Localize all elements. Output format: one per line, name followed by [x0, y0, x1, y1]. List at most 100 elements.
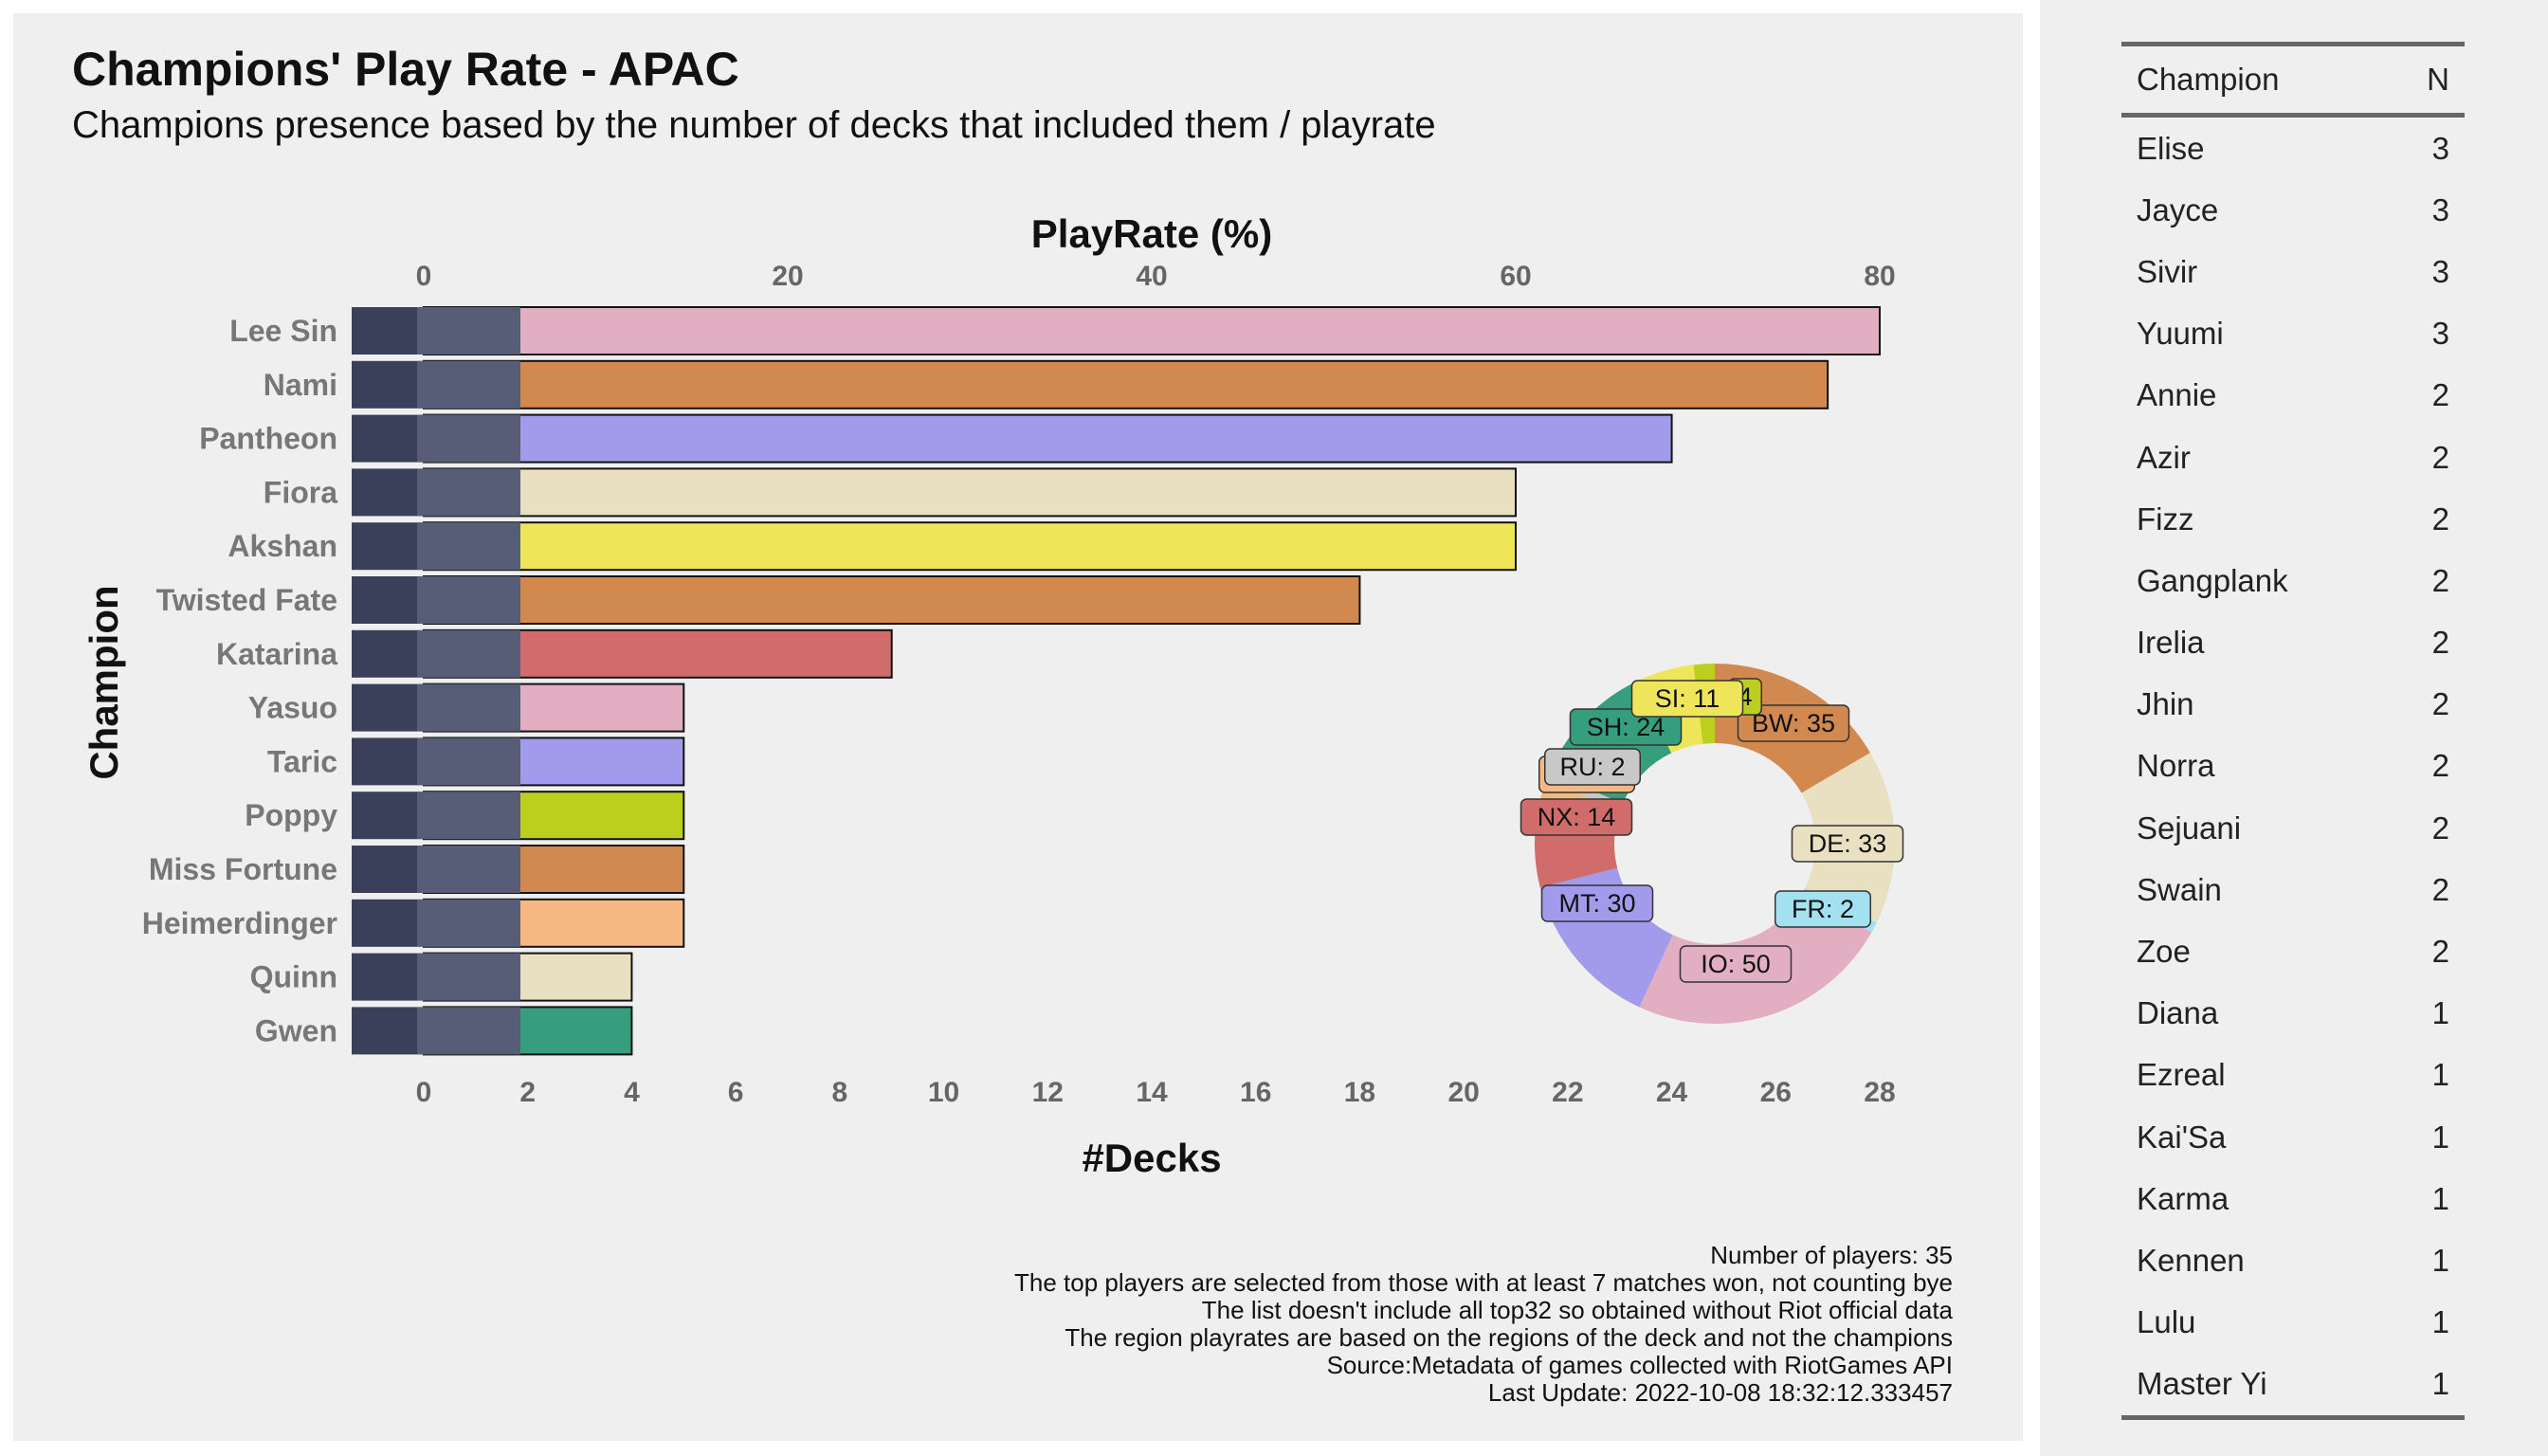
caption-line: Source:Metadata of games collected with …	[1326, 1351, 1953, 1379]
table-row: Annie 2	[2121, 365, 2465, 427]
cell-n: 1	[2431, 995, 2449, 1031]
y-tick-label: Fiora	[264, 475, 337, 509]
y-tick-label: Lee Sin	[229, 314, 337, 348]
y-tick-label: Gwen	[255, 1013, 337, 1047]
bar	[423, 306, 1881, 355]
champion-thumbnail-highlight	[417, 737, 520, 786]
donut-label-box	[1520, 798, 1633, 836]
cell-champion: Diana	[2137, 995, 2219, 1031]
x-tick-top-label: 60	[1500, 261, 1531, 292]
caption-line: The region playrates are based on the re…	[1065, 1323, 1953, 1352]
bar	[423, 521, 1517, 572]
table-row: Lulu 1	[2121, 1292, 2465, 1354]
y-tick-label: Poppy	[245, 798, 337, 832]
champion-thumbnail-highlight	[417, 468, 520, 517]
y-axis-title: Champion	[82, 585, 126, 779]
cell-n: 1	[2431, 1057, 2449, 1093]
x-tick-top-label: 0	[416, 261, 432, 292]
table-row: Master Yi 1	[2121, 1353, 2465, 1420]
cell-n: 1	[2431, 1242, 2449, 1278]
champion-thumbnail-highlight	[417, 522, 520, 571]
table-row: Azir 2	[2121, 427, 2465, 488]
cell-n: 2	[2431, 377, 2449, 413]
cell-champion: Zoe	[2137, 934, 2191, 970]
cell-n: 2	[2431, 871, 2449, 907]
champion-thumbnail-highlight	[417, 576, 520, 624]
champion-thumbnail-highlight	[417, 846, 520, 893]
champion-thumbnail-highlight	[417, 1007, 520, 1055]
table-row: Kennen 1	[2121, 1229, 2465, 1291]
cell-champion: Azir	[2137, 439, 2191, 475]
champion-thumbnail-highlight	[417, 629, 520, 678]
cell-champion: Jhin	[2137, 686, 2194, 722]
donut-label: FR: 2	[1792, 895, 1854, 923]
x-tick-label: 8	[832, 1077, 848, 1108]
donut-label-box	[1544, 748, 1641, 786]
table-row: Jhin 2	[2121, 674, 2465, 736]
cell-n: 2	[2431, 810, 2449, 846]
x-tick-label: 2	[519, 1077, 536, 1108]
table-row: Zoe 2	[2121, 920, 2465, 982]
table-row: Yuumi 3	[2121, 303, 2465, 365]
cell-n: 2	[2431, 934, 2449, 970]
champion-thumbnail-highlight	[417, 683, 520, 732]
cell-n: 2	[2431, 748, 2449, 784]
donut-label-box	[1679, 945, 1793, 983]
x-tick-top-label: 20	[772, 261, 803, 292]
x-tick-label: 26	[1760, 1077, 1792, 1108]
donut-label: MT: 30	[1558, 889, 1635, 918]
header-champion: Champion	[2121, 42, 2388, 118]
x-tick-label: 0	[416, 1077, 432, 1108]
donut-label: SI: 11	[1655, 684, 1720, 713]
table-row: Norra 2	[2121, 736, 2465, 797]
caption-line: The top players are selected from those …	[1014, 1268, 1953, 1297]
donut-label-box	[1569, 708, 1683, 746]
y-tick-label: Taric	[267, 744, 337, 778]
donut-label-box	[1791, 825, 1904, 863]
cell-champion: Master Yi	[2121, 1353, 2388, 1420]
cell-n: 2	[2431, 625, 2449, 661]
x-tick-label: 20	[1447, 1077, 1479, 1108]
captions: Number of players: 35 The top players ar…	[1014, 1242, 1953, 1407]
y-tick-label: Yasuo	[248, 691, 337, 725]
table-row: Jayce 3	[2121, 179, 2465, 241]
table-body: Elise 3 Jayce 3 Sivir 3 Yuumi 3 Annie 2 Azir 2 Fizz 2…	[2121, 116, 2465, 1420]
champion-thumbnail-highlight	[417, 307, 520, 355]
x-axis-title: #Decks	[1082, 1136, 1221, 1180]
y-tick-label: Pantheon	[199, 422, 337, 456]
cell-champion: Sivir	[2137, 253, 2198, 289]
caption-line: Number of players: 35	[1710, 1241, 1953, 1269]
table-row: Gangplank 2	[2121, 550, 2465, 611]
cell-n: 2	[2431, 439, 2449, 475]
y-tick-label: Quinn	[250, 960, 337, 994]
donut-label-box	[1737, 704, 1850, 742]
table-row: Karma 1	[2121, 1168, 2465, 1229]
cell-n: 1	[2431, 1180, 2449, 1216]
bar	[423, 413, 1673, 464]
x-tick-label: 16	[1240, 1077, 1271, 1108]
table-row: Fizz 2	[2121, 488, 2465, 550]
y-tick-label: Akshan	[228, 529, 337, 563]
x-tick-label: 28	[1864, 1077, 1895, 1108]
cell-champion: Norra	[2137, 748, 2215, 784]
y-tick-label: Twisted Fate	[156, 583, 337, 617]
x-tick-label: 24	[1656, 1077, 1688, 1108]
donut-label: IO: 50	[1701, 950, 1771, 978]
cell-champion: Kennen	[2137, 1242, 2245, 1278]
champion-table: Champion N Elise 3 Jayce 3 Sivir 3 Yuumi 3 Annie…	[2121, 42, 2465, 1420]
x-tick-label: 4	[624, 1077, 640, 1108]
x-tick-label: 18	[1344, 1077, 1375, 1108]
cell-n: 3	[2431, 130, 2449, 166]
cell-champion: Kai'Sa	[2137, 1119, 2227, 1155]
x-tick-top-label: 40	[1136, 261, 1167, 292]
y-tick-label: Miss Fortune	[149, 852, 337, 886]
champion-thumbnail-highlight	[417, 414, 520, 463]
chart-title: Champions' Play Rate - APAC	[72, 43, 739, 96]
cell-champion: Elise	[2137, 130, 2205, 166]
champion-thumbnail-highlight	[417, 953, 520, 1001]
y-tick-label: Nami	[264, 368, 337, 402]
donut-label-box	[1774, 890, 1871, 928]
table-header-row: Champion N	[2121, 42, 2465, 118]
table-row: Elise 3	[2121, 116, 2465, 180]
